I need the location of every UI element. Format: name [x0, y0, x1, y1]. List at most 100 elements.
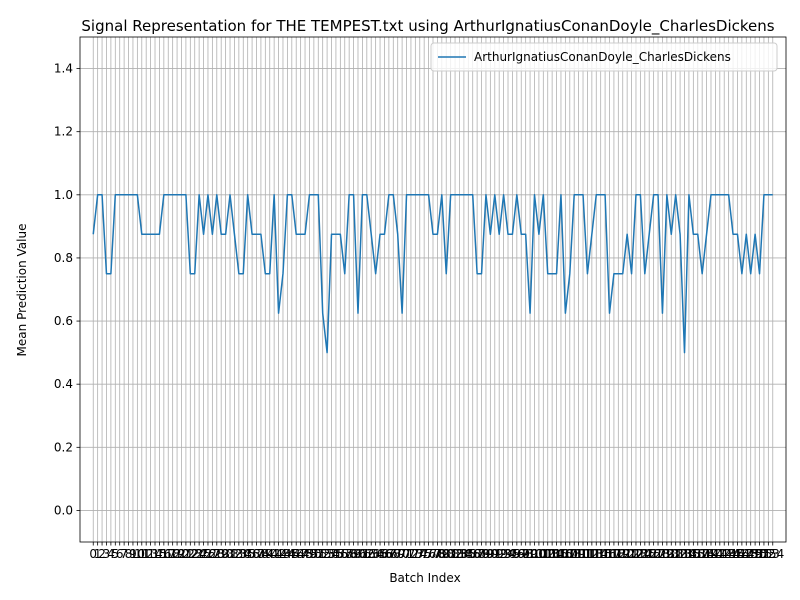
y-tick-label: 0.2 — [54, 440, 73, 454]
x-tick-label: 108 — [558, 547, 581, 561]
x-tick-label: 21 — [178, 547, 193, 561]
x-tick-label: 75 — [417, 547, 432, 561]
x-tick-label: 83 — [452, 547, 467, 561]
x-tick-label: 76 — [421, 547, 436, 561]
x-tick-label: 127 — [642, 547, 665, 561]
x-tick-label: 31 — [222, 547, 237, 561]
x-tick-label: 48 — [297, 547, 312, 561]
x-tick-label: 130 — [655, 547, 678, 561]
x-tick-label: 52 — [315, 547, 330, 561]
x-tick-label: 116 — [594, 547, 617, 561]
x-tick-label: 56 — [333, 547, 348, 561]
x-tick-label: 4 — [107, 547, 115, 561]
x-tick-label: 10 — [130, 547, 145, 561]
x-tick-label: 109 — [563, 547, 586, 561]
x-tick-label: 78 — [430, 547, 445, 561]
x-tick-label: 57 — [337, 547, 352, 561]
y-axis: 0.0 0.2 0.4 0.6 0.8 1.0 1.2 1.4 — [54, 62, 80, 517]
x-tick-label: 145 — [722, 547, 745, 561]
x-tick-label: 74 — [412, 547, 427, 561]
x-tick-label: 60 — [350, 547, 365, 561]
x-tick-label: 11 — [134, 547, 149, 561]
x-tick-label: 123 — [625, 547, 648, 561]
x-tick-label: 53 — [319, 547, 334, 561]
x-tick-label: 105 — [545, 547, 568, 561]
x-tick-label: 96 — [509, 547, 524, 561]
x-tick-label: 124 — [629, 547, 652, 561]
x-tick-label: 112 — [576, 547, 599, 561]
x-tick-label: 94 — [500, 547, 515, 561]
x-tick-label: 150 — [744, 547, 767, 561]
x-tick-label: 147 — [730, 547, 753, 561]
x-tick-label: 19 — [169, 547, 184, 561]
x-tick-label: 104 — [541, 547, 564, 561]
x-tick-label: 91 — [487, 547, 502, 561]
x-tick-label: 93 — [496, 547, 511, 561]
x-tick-label: 106 — [550, 547, 573, 561]
x-tick-label: 27 — [205, 547, 220, 561]
y-tick-label: 0.8 — [54, 251, 73, 265]
x-tick-label: 107 — [554, 547, 577, 561]
y-tick-label: 1.0 — [54, 188, 73, 202]
x-tick-label: 88 — [474, 547, 489, 561]
x-tick-label: 115 — [589, 547, 612, 561]
x-tick-label: 144 — [717, 547, 740, 561]
x-tick-label: 39 — [258, 547, 273, 561]
x-tick-label: 36 — [244, 547, 259, 561]
x-tick-label: 61 — [355, 547, 370, 561]
x-tick-label: 62 — [359, 547, 374, 561]
x-tick-label: 119 — [607, 547, 630, 561]
x-tick-label: 15 — [152, 547, 167, 561]
x-tick-label: 101 — [527, 547, 550, 561]
x-tick-label: 138 — [691, 547, 714, 561]
y-tick-label: 1.2 — [54, 125, 73, 139]
x-tick-label: 18 — [165, 547, 180, 561]
x-tick-label: 134 — [673, 547, 696, 561]
x-tick-label: 13 — [143, 547, 158, 561]
x-tick-label: 7 — [120, 547, 128, 561]
grid — [80, 37, 786, 542]
x-tick-label: 26 — [200, 547, 215, 561]
x-tick-label: 148 — [735, 547, 758, 561]
x-tick-label: 58 — [342, 547, 357, 561]
x-tick-label: 102 — [532, 547, 555, 561]
x-tick-label: 128 — [647, 547, 670, 561]
x-tick-label: 79 — [434, 547, 449, 561]
x-tick-label: 55 — [328, 547, 343, 561]
x-tick-label: 85 — [461, 547, 476, 561]
x-tick-label: 71 — [399, 547, 414, 561]
x-tick-label: 33 — [231, 547, 246, 561]
x-tick-label: 64 — [368, 547, 383, 561]
x-tick-label: 34 — [236, 547, 251, 561]
plot-area — [92, 194, 773, 354]
x-tick-label: 153 — [757, 547, 780, 561]
x-tick-label: 54 — [324, 547, 339, 561]
x-axis-label: Batch Index — [389, 571, 460, 585]
x-tick-label: 113 — [580, 547, 603, 561]
x-tick-label: 146 — [726, 547, 749, 561]
x-tick-label: 37 — [249, 547, 264, 561]
x-tick-label: 69 — [390, 547, 405, 561]
x-tick-label: 133 — [669, 547, 692, 561]
x-tick-label: 6 — [116, 547, 124, 561]
x-tick-label: 118 — [602, 547, 625, 561]
x-tick-label: 51 — [311, 547, 326, 561]
y-axis-label: Mean Prediction Value — [15, 224, 29, 357]
x-tick-label: 8 — [125, 547, 133, 561]
x-tick-label: 98 — [518, 547, 533, 561]
x-tick-label: 17 — [161, 547, 176, 561]
x-tick-label: 23 — [187, 547, 202, 561]
x-tick-label: 89 — [478, 547, 493, 561]
x-tick-label: 12 — [139, 547, 154, 561]
x-tick-label: 67 — [381, 547, 396, 561]
x-tick-label: 29 — [214, 547, 229, 561]
x-tick-label: 117 — [598, 547, 621, 561]
legend-box — [430, 42, 778, 72]
x-tick-label: 80 — [439, 547, 454, 561]
x-tick-label: 121 — [616, 547, 639, 561]
x-axis: 0123456789101112131415161718192021222324… — [89, 542, 784, 561]
x-tick-label: 129 — [651, 547, 674, 561]
x-tick-label: 82 — [447, 547, 462, 561]
x-tick-label: 154 — [761, 547, 784, 561]
x-tick-label: 99 — [522, 547, 537, 561]
